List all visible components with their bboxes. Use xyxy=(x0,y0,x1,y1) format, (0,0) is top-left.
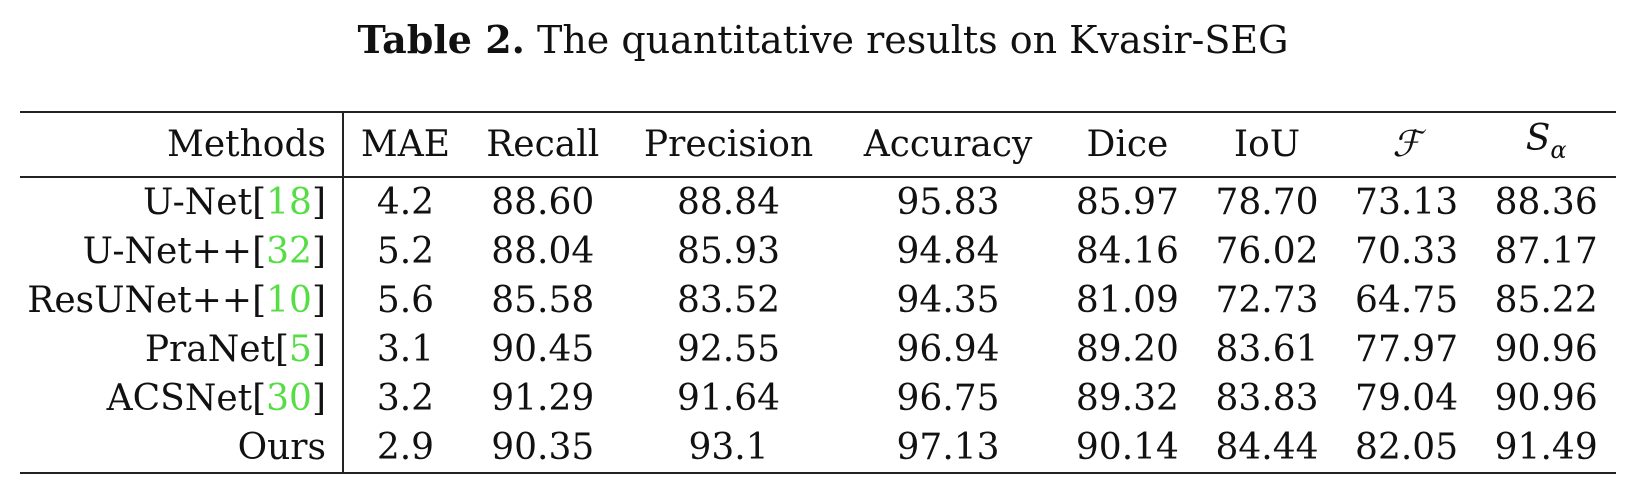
method-name: U-Net xyxy=(142,182,253,224)
table-row: Ours 2.9 90.35 93.1 97.13 90.14 84.44 82… xyxy=(20,423,1616,474)
recall-cell: 90.45 xyxy=(491,329,595,371)
iou-cell: 72.73 xyxy=(1215,280,1319,322)
mae-cell: 5.2 xyxy=(376,231,435,273)
method-name: Ours xyxy=(237,427,326,469)
iou-cell: 83.61 xyxy=(1215,329,1319,371)
citation-link[interactable]: 30 xyxy=(266,378,312,420)
method-cell: ResUNet++[10] xyxy=(20,276,344,326)
mae-cell: 2.9 xyxy=(376,427,435,469)
precision-cell: 91.64 xyxy=(677,378,781,420)
method-name: U-Net++ xyxy=(82,231,253,273)
accuracy-cell: 96.94 xyxy=(896,329,1000,371)
header-f-measure: ℱ xyxy=(1392,124,1421,166)
recall-cell: 90.35 xyxy=(491,427,595,469)
s-alpha-cell: 88.36 xyxy=(1494,182,1598,224)
method-name: ACSNet xyxy=(106,378,253,420)
mae-cell: 3.2 xyxy=(376,378,435,420)
method-name: PraNet xyxy=(144,329,275,371)
mae-cell: 5.6 xyxy=(376,280,435,322)
s-alpha-cell: 87.17 xyxy=(1494,231,1598,273)
table-row: ACSNet[30] 3.2 91.29 91.64 96.75 89.32 8… xyxy=(20,374,1616,424)
accuracy-cell: 97.13 xyxy=(896,427,1000,469)
header-row: Methods MAE Recall Precision Accuracy Di… xyxy=(20,112,1616,178)
precision-cell: 85.93 xyxy=(677,231,781,273)
citation-link[interactable]: 18 xyxy=(266,182,312,224)
f-measure-cell: 64.75 xyxy=(1355,280,1459,322)
f-measure-cell: 77.97 xyxy=(1355,329,1459,371)
f-measure-cell: 73.13 xyxy=(1355,182,1459,224)
recall-cell: 91.29 xyxy=(491,378,595,420)
accuracy-cell: 94.84 xyxy=(896,231,1000,273)
header-s-alpha-sub: α xyxy=(1550,136,1567,165)
header-mae: MAE xyxy=(360,124,451,166)
dice-cell: 81.09 xyxy=(1075,280,1179,322)
header-precision: Precision xyxy=(643,124,814,166)
f-measure-cell: 70.33 xyxy=(1355,231,1459,273)
recall-cell: 88.60 xyxy=(491,182,595,224)
caption-label: Table 2. xyxy=(357,17,525,62)
citation-link[interactable]: 32 xyxy=(266,231,312,273)
iou-cell: 78.70 xyxy=(1215,182,1319,224)
s-alpha-cell: 90.96 xyxy=(1494,378,1598,420)
method-cell: PraNet[5] xyxy=(20,325,344,375)
s-alpha-cell: 91.49 xyxy=(1494,427,1598,469)
method-cell: Ours xyxy=(20,423,344,474)
dice-cell: 84.16 xyxy=(1075,231,1179,273)
caption-text: The quantitative results on Kvasir-SEG xyxy=(536,18,1289,62)
precision-cell: 93.1 xyxy=(688,427,769,469)
recall-cell: 85.58 xyxy=(491,280,595,322)
mae-cell: 3.1 xyxy=(376,329,435,371)
table-row: U-Net[18] 4.2 88.60 88.84 95.83 85.97 78… xyxy=(20,177,1616,228)
method-name: ResUNet++ xyxy=(27,280,253,322)
method-cell: ACSNet[30] xyxy=(20,374,344,424)
table-row: ResUNet++[10] 5.6 85.58 83.52 94.35 81.0… xyxy=(20,276,1616,326)
header-methods: Methods xyxy=(20,112,344,178)
table-caption: Table 2. The quantitative results on Kva… xyxy=(0,14,1646,66)
accuracy-cell: 96.75 xyxy=(896,378,1000,420)
dice-cell: 89.20 xyxy=(1075,329,1179,371)
dice-cell: 89.32 xyxy=(1075,378,1179,420)
f-measure-cell: 79.04 xyxy=(1355,378,1459,420)
iou-cell: 84.44 xyxy=(1215,427,1319,469)
header-dice: Dice xyxy=(1086,124,1169,166)
mae-cell: 4.2 xyxy=(376,182,435,224)
header-recall: Recall xyxy=(486,124,600,166)
table-row: PraNet[5] 3.1 90.45 92.55 96.94 89.20 83… xyxy=(20,325,1616,375)
accuracy-cell: 95.83 xyxy=(896,182,1000,224)
citation-link[interactable]: 5 xyxy=(289,329,312,371)
s-alpha-cell: 85.22 xyxy=(1494,280,1598,322)
f-measure-cell: 82.05 xyxy=(1355,427,1459,469)
iou-cell: 76.02 xyxy=(1215,231,1319,273)
precision-cell: 88.84 xyxy=(677,182,781,224)
iou-cell: 83.83 xyxy=(1215,378,1319,420)
header-s-alpha-base: S xyxy=(1525,118,1551,159)
citation-link[interactable]: 10 xyxy=(266,280,312,322)
recall-cell: 88.04 xyxy=(491,231,595,273)
header-iou: IoU xyxy=(1233,124,1301,166)
header-s-alpha: Sα xyxy=(1476,112,1616,177)
method-cell: U-Net++[32] xyxy=(20,227,344,277)
table-row: U-Net++[32] 5.2 88.04 85.93 94.84 84.16 … xyxy=(20,227,1616,277)
results-table: Methods MAE Recall Precision Accuracy Di… xyxy=(20,111,1616,474)
accuracy-cell: 94.35 xyxy=(896,280,1000,322)
precision-cell: 92.55 xyxy=(677,329,781,371)
method-cell: U-Net[18] xyxy=(20,177,344,228)
s-alpha-cell: 90.96 xyxy=(1494,329,1598,371)
header-accuracy: Accuracy xyxy=(863,124,1033,166)
dice-cell: 85.97 xyxy=(1075,182,1179,224)
dice-cell: 90.14 xyxy=(1075,427,1179,469)
precision-cell: 83.52 xyxy=(677,280,781,322)
